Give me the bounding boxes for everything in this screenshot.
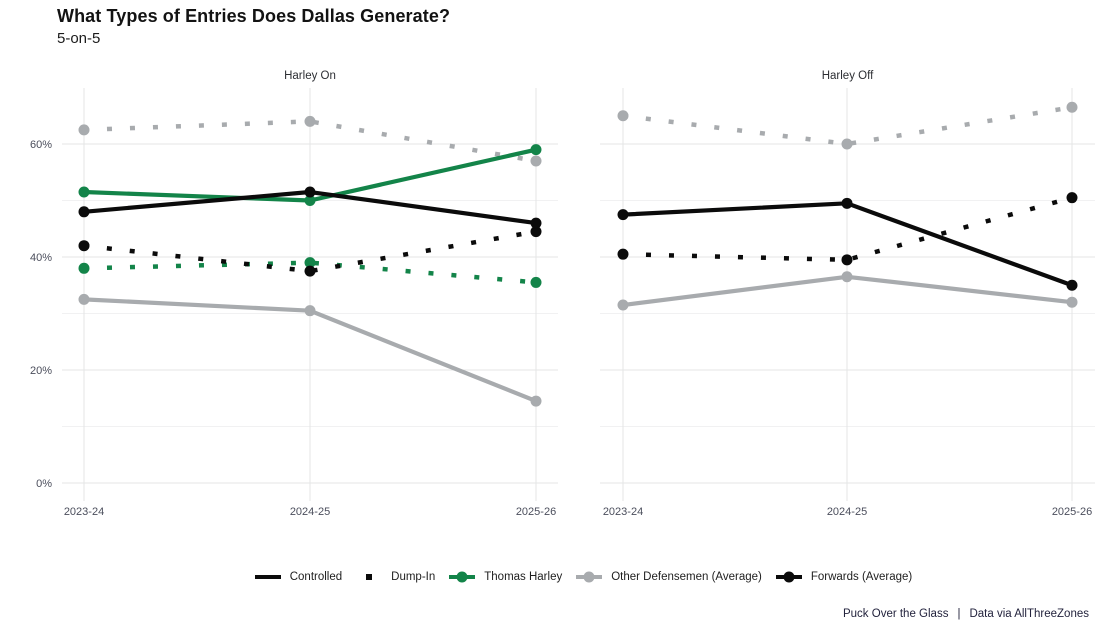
chart-legend: Controlled Dump-In Thomas Harley Other D…	[32, 569, 1103, 585]
legend-item-other-defensemen: Other Defensemen (Average)	[576, 569, 762, 585]
solid-line-key-icon	[254, 569, 281, 585]
facet-label: Harley On	[284, 70, 336, 82]
page-title: What Types of Entries Does Dallas Genera…	[57, 6, 451, 26]
y-tick-label: 0%	[36, 478, 52, 490]
data-point	[1066, 296, 1078, 308]
line-point-key-icon	[449, 569, 476, 585]
data-point	[78, 124, 90, 136]
data-point	[304, 115, 316, 127]
data-point	[530, 226, 542, 238]
data-point	[1066, 279, 1078, 291]
data-point	[304, 305, 316, 317]
legend-label: Dump-In	[391, 571, 436, 583]
data-point	[78, 240, 90, 252]
source-separator: |	[957, 608, 961, 620]
data-point	[304, 186, 316, 198]
legend-label: Forwards (Average)	[810, 571, 913, 583]
page-subtitle: 5-on-5	[57, 30, 101, 47]
legend-item-forwards: Forwards (Average)	[775, 569, 913, 585]
x-tick-label: 2023-24	[64, 506, 104, 518]
data-point	[841, 254, 853, 266]
data-point	[78, 293, 90, 305]
x-tick-label: 2025-26	[516, 506, 556, 518]
x-tick-label: 2024-25	[290, 506, 330, 518]
x-tick-label: 2025-26	[1052, 506, 1092, 518]
legend-item-dump-in: Dump-In	[356, 569, 435, 585]
data-point	[841, 271, 853, 283]
y-tick-label: 20%	[30, 365, 52, 377]
legend-label: Controlled	[289, 571, 343, 583]
data-point	[78, 186, 90, 198]
title-block: What Types of Entries Does Dallas Genera…	[57, 6, 450, 47]
x-tick-label: 2023-24	[603, 506, 643, 518]
data-point	[617, 110, 629, 122]
panel-harley-on: Harley On 2023-24 2024-25 2025-26	[62, 70, 558, 518]
data-point	[304, 265, 316, 277]
data-point	[841, 138, 853, 150]
data-point	[530, 144, 542, 156]
data-point	[1066, 192, 1078, 204]
y-tick-label: 60%	[30, 139, 52, 151]
data-point	[530, 217, 542, 229]
source-credit: Puck Over the Glass | Data via AllThreeZon…	[843, 608, 1089, 620]
panel-harley-off: Harley Off 2023-24 2024-25 2025-26	[600, 70, 1095, 518]
data-point	[78, 206, 90, 218]
data-point	[78, 262, 90, 274]
data-point	[530, 155, 542, 167]
facet-label: Harley Off	[822, 70, 874, 82]
legend-item-thomas-harley: Thomas Harley	[449, 569, 562, 585]
source-right: Data via AllThreeZones	[969, 608, 1089, 620]
line-point-key-icon	[775, 569, 802, 585]
y-tick-label: 40%	[30, 252, 52, 264]
data-point	[530, 276, 542, 288]
data-point	[617, 299, 629, 311]
data-point	[617, 248, 629, 260]
legend-item-controlled: Controlled	[254, 569, 343, 585]
data-point	[304, 195, 316, 206]
data-point	[1066, 101, 1078, 113]
x-tick-label: 2024-25	[827, 506, 867, 518]
source-left: Puck Over the Glass	[842, 608, 949, 620]
data-point	[304, 257, 316, 269]
legend-label: Other Defensemen (Average)	[611, 571, 762, 583]
data-point	[530, 395, 542, 407]
legend-label: Thomas Harley	[484, 571, 563, 583]
line-point-key-icon	[576, 569, 603, 585]
data-point	[617, 209, 629, 221]
dotted-line-key-icon	[356, 569, 382, 585]
data-point	[841, 197, 853, 209]
